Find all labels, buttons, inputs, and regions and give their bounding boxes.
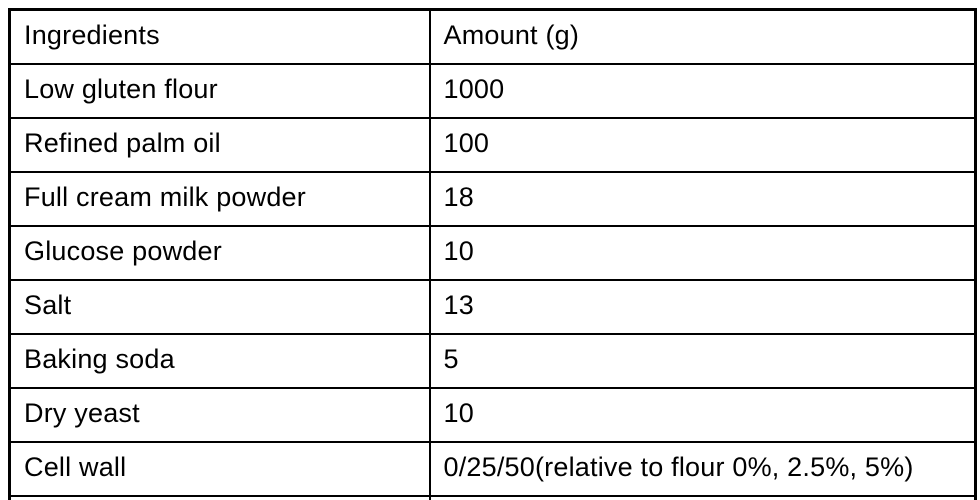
cell-amount: 13 xyxy=(428,279,977,335)
cell-amount: 10 xyxy=(428,387,977,443)
cell-ingredient: Low gluten flour xyxy=(8,63,431,119)
cell-ingredient: Salt xyxy=(8,279,431,335)
table-row: Dry yeast 10 xyxy=(8,387,977,443)
table-row: Glucose powder 10 xyxy=(8,225,977,281)
cell-amount: 100 xyxy=(428,117,977,173)
table-row: Salt 13 xyxy=(8,279,977,335)
cell-ingredient: Dry yeast xyxy=(8,387,431,443)
cell-amount: 18 xyxy=(428,171,977,227)
table-row: Low gluten flour 1000 xyxy=(8,63,977,119)
cell-amount: 5 xyxy=(428,333,977,389)
cell-ingredient: Water xyxy=(8,495,431,500)
header-row: Ingredients Amount (g) xyxy=(8,8,977,65)
cell-amount: 1000 xyxy=(428,63,977,119)
table-row: Refined palm oil 100 xyxy=(8,117,977,173)
cell-ingredient: Baking soda xyxy=(8,333,431,389)
cell-amount: 10 xyxy=(428,225,977,281)
cell-amount: 0/25/50(relative to flour 0%, 2.5%, 5%) xyxy=(428,441,977,497)
table-row: Full cream milk powder 18 xyxy=(8,171,977,227)
cell-ingredient: Full cream milk powder xyxy=(8,171,431,227)
cell-ingredient: Glucose powder xyxy=(8,225,431,281)
header-amount: Amount (g) xyxy=(428,8,977,65)
ingredients-table: Ingredients Amount (g) Low gluten flour … xyxy=(8,8,977,500)
cell-ingredient: Cell wall xyxy=(8,441,431,497)
table-row: Water 450 xyxy=(8,495,977,500)
table-row: Cell wall 0/25/50(relative to flour 0%, … xyxy=(8,441,977,497)
cell-amount: 450 xyxy=(428,495,977,500)
table-row: Baking soda 5 xyxy=(8,333,977,389)
cell-ingredient: Refined palm oil xyxy=(8,117,431,173)
header-ingredients: Ingredients xyxy=(8,8,431,65)
